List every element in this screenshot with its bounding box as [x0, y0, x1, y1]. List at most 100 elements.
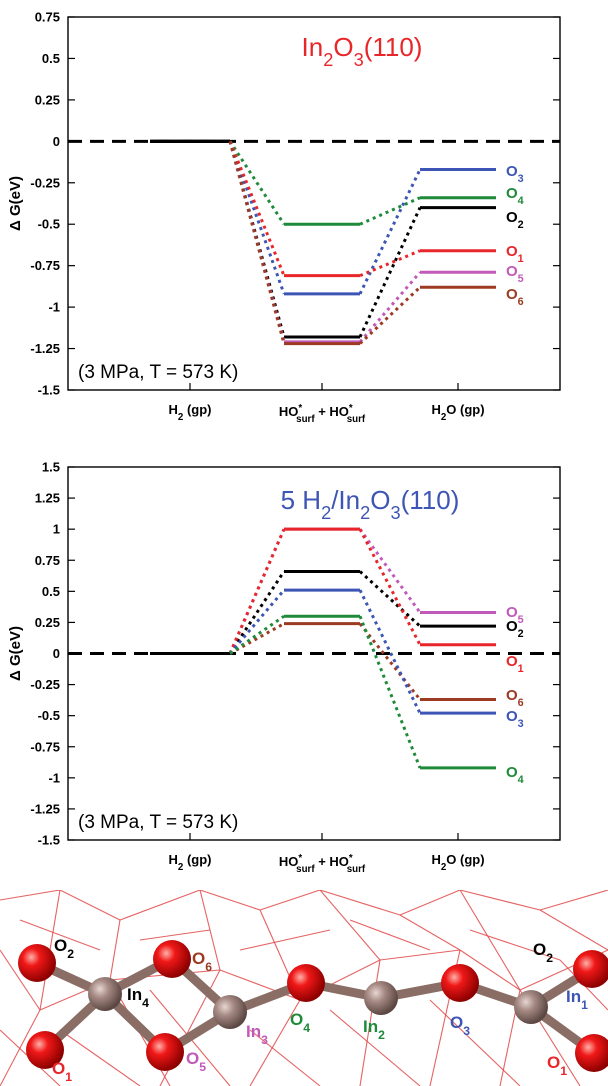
y-tick-label: -0.5: [38, 708, 60, 723]
lattice-edge: [59, 890, 121, 921]
series-label-O1: O1: [506, 243, 524, 265]
condition-label: (3 MPa, T = 573 K): [78, 362, 238, 383]
category-label-ho-surf: HO* surf + HO* surf: [279, 403, 366, 425]
lattice-edge: [459, 949, 521, 991]
y-tick-label: -1.5: [38, 383, 60, 398]
transition-O4-0: [229, 614, 285, 655]
lattice-edge: [199, 890, 261, 911]
lattice-edge: [539, 909, 608, 951]
transition-O2-0: [228, 570, 286, 655]
indium-atom: [88, 977, 122, 1011]
lattice-edge: [399, 890, 461, 916]
atom-label-In3: In3: [246, 1022, 268, 1047]
y-tick-label: -0.75: [30, 258, 60, 273]
y-tick-label: 0: [53, 134, 60, 149]
indium-atom: [213, 995, 247, 1029]
atom-label-O5: O5: [186, 1049, 206, 1074]
series-label-O2: O2: [506, 209, 524, 231]
oxygen-atom: [573, 950, 608, 988]
series-O6: [150, 139, 496, 346]
series-label-O3: O3: [506, 163, 524, 185]
oxygen-atom: [18, 944, 56, 982]
lattice-edge: [249, 999, 301, 1086]
atom-label-In1: In1: [566, 987, 588, 1012]
y-axis-label: Δ G(eV): [7, 176, 24, 231]
transition-O3-1: [358, 589, 422, 714]
lattice-edge: [59, 1029, 141, 1086]
bottom-energy-diagram: 1.5 1.25 1 0.75 0.5 0.25 0 -0.25 -0.5 -0.75 -1 -1.2…: [7, 460, 561, 872]
lattice-edge: [139, 929, 211, 941]
y-tick-label: -0.25: [30, 677, 60, 692]
top-energy-diagram: 0.75 0.5 0.25 0 -0.25 -0.5 -0.75 -1 -1.25 -1.5 Δ G…: [7, 10, 561, 425]
series-label-O1: O1: [506, 653, 524, 675]
atom-labels: O2 O6 In4 O4 O3 In2 In3 O5 O1 O2 In1 O1: [52, 936, 588, 1084]
chart-title: In2O3(110): [302, 32, 423, 70]
indium-atom: [364, 981, 398, 1015]
lattice-edge: [469, 929, 561, 961]
atom-label-O4: O4: [290, 1010, 310, 1035]
atom-label-In4: In4: [127, 985, 149, 1010]
lattice-edge: [239, 929, 331, 951]
transition-O3-0: [228, 589, 286, 655]
atom-label-O1-right: O1: [547, 1053, 567, 1078]
lattice-edge: [429, 999, 521, 1086]
series-label-O3: O3: [506, 708, 524, 730]
lattice-edge: [19, 919, 101, 951]
transition-O3-0: [228, 140, 286, 295]
transition-O4-1: [359, 196, 421, 226]
oxygen-atom: [153, 940, 191, 978]
chart-title: 5 H2/In2O3(110): [281, 485, 460, 523]
y-tick-label: 0.25: [35, 615, 60, 630]
surface-structure-illustration: O2 O6 In4 O4 O3 In2 In3 O5 O1 O2 In1 O1: [0, 890, 608, 1086]
transition-O3-1: [358, 168, 422, 295]
lattice-edge: [379, 949, 461, 961]
y-tick-label: 0.75: [35, 553, 60, 568]
y-tick-label: 0.5: [42, 51, 60, 66]
oxygen-atom: [287, 964, 325, 1002]
series-O6: [150, 622, 496, 702]
condition-label: (3 MPa, T = 573 K): [78, 812, 238, 833]
series-O3: [150, 588, 496, 715]
transition-O5-0: [228, 528, 286, 655]
indium-atom: [514, 990, 548, 1024]
atom-label-O3: O3: [450, 1013, 470, 1038]
transition-O2-1: [358, 207, 422, 338]
plot-area: 1.5 1.25 1 0.75 0.5 0.25 0 -0.25 -0.5 -0.75 -1 -1.2…: [7, 460, 561, 872]
y-tick-label: 1: [53, 522, 60, 537]
y-tick-label: 0.25: [35, 92, 60, 107]
lattice-edge: [329, 1009, 421, 1086]
atom-label-O6: O6: [192, 949, 212, 974]
transition-O6-0: [229, 622, 285, 655]
y-tick-label: 0.5: [42, 584, 60, 599]
y-tick-label: 1.5: [42, 460, 60, 475]
y-axis-label: Δ G(eV): [7, 626, 24, 681]
transition-O1-0: [228, 140, 286, 277]
series-label-O5: O5: [506, 263, 524, 285]
category-label-h2: H2 (gp): [169, 402, 212, 423]
atom-label-O2-right: O2: [533, 940, 553, 965]
y-tick-label: 0.75: [35, 10, 60, 25]
transition-O5-1: [358, 271, 422, 343]
y-tick-label: -0.25: [30, 175, 60, 190]
y-tick-label: 0: [53, 646, 60, 661]
lattice-edge: [0, 949, 41, 1011]
atom-label-In2: In2: [363, 1017, 385, 1042]
series-label-O6: O6: [506, 286, 524, 308]
y-tick-label: -1: [48, 770, 60, 785]
plot-frame: [67, 16, 561, 391]
oxygen-atom: [575, 1034, 608, 1072]
series-O4: [150, 139, 496, 226]
lattice-edge: [539, 890, 608, 911]
y-tick-label: -0.5: [38, 217, 60, 232]
lattice-edge: [119, 890, 201, 921]
oxygen-atom: [26, 1031, 64, 1069]
series-label-O5: O5: [506, 604, 524, 626]
atom-label-O2-left: O2: [54, 936, 74, 961]
series-label-O2: O2: [506, 618, 524, 640]
lattice-edge: [459, 890, 521, 991]
lattice-edge: [459, 890, 541, 911]
series-label-O6: O6: [506, 687, 524, 709]
series-label-O4: O4: [506, 764, 524, 786]
lattice-edge: [0, 890, 61, 901]
y-tick-label: -1.5: [38, 833, 60, 848]
